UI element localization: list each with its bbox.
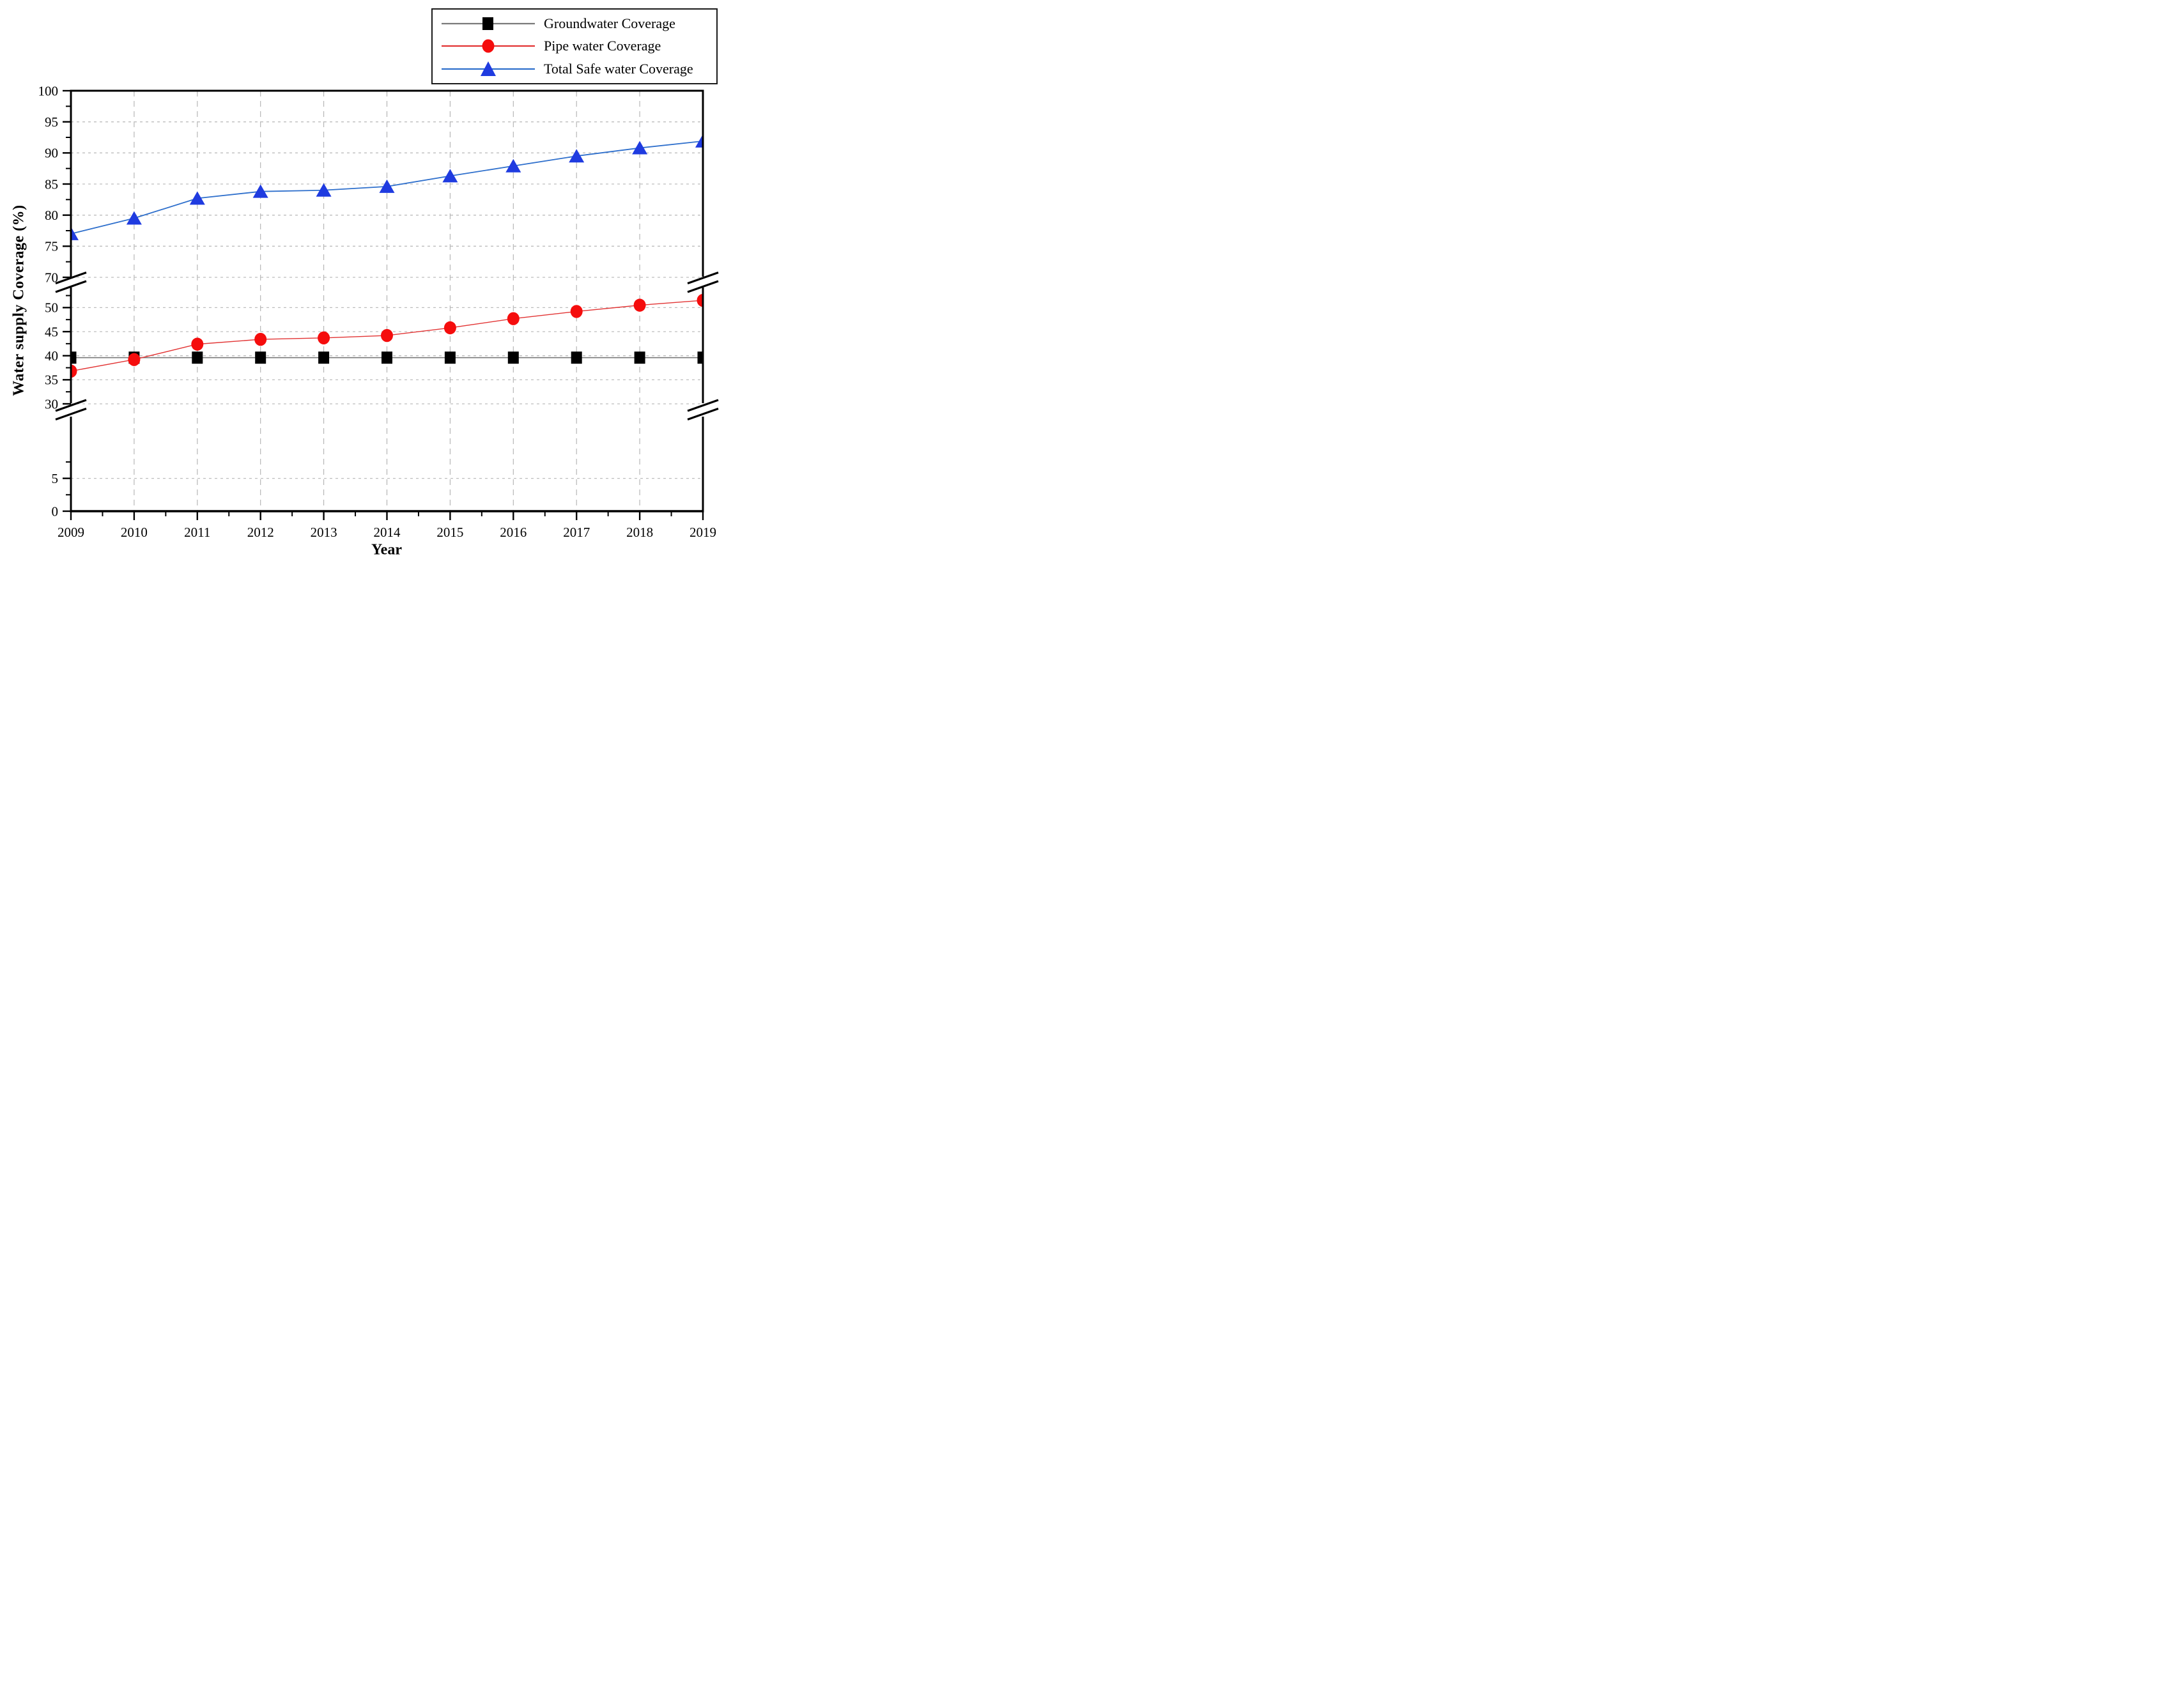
- triangle-legend-sample: [442, 61, 535, 77]
- chart-figure: 70 75 80 85 90 95 100 30 35 40 45 50 0 5 2009 2010 2011 2…: [0, 0, 721, 571]
- legend-item: Total Safe water Coverage: [440, 58, 716, 80]
- x-axis-title: Year: [371, 541, 402, 558]
- y-tick-label: 95: [45, 114, 58, 130]
- square-marker: [571, 351, 582, 364]
- circle-icon: [482, 39, 495, 53]
- legend-item: Pipe water Coverage: [440, 35, 716, 57]
- y-tick-label: 100: [38, 83, 59, 98]
- square-marker: [255, 351, 266, 364]
- square-icon: [482, 17, 493, 30]
- x-tick-label: 2014: [374, 525, 401, 540]
- circle-marker: [381, 328, 393, 342]
- axis-break-icon: [55, 407, 87, 421]
- legend-label: Pipe water Coverage: [544, 38, 661, 54]
- square-marker: [192, 351, 203, 364]
- circle-marker: [254, 332, 267, 346]
- circle-marker: [507, 312, 520, 325]
- y-tick-label: 0: [52, 504, 59, 519]
- triangle-marker: [695, 134, 703, 148]
- triangle-marker: [126, 211, 142, 225]
- x-tick-label: 2015: [436, 525, 463, 540]
- square-marker: [507, 351, 519, 364]
- circle-legend-sample: [442, 39, 535, 53]
- circle-marker: [697, 293, 703, 307]
- y-tick-label: 80: [45, 208, 58, 223]
- circle-marker: [71, 364, 77, 378]
- axis-break-icon: [687, 399, 719, 412]
- square-marker: [634, 351, 645, 364]
- triangle-marker: [316, 183, 332, 197]
- square-legend-sample: [442, 17, 535, 30]
- triangle-marker: [252, 184, 268, 198]
- circle-marker: [128, 353, 141, 366]
- x-tick-label: 2019: [690, 525, 716, 540]
- y-tick-label: 40: [45, 348, 58, 364]
- y-tick-label: 75: [45, 239, 58, 254]
- x-tick-label: 2013: [311, 525, 337, 540]
- triangle-marker: [379, 179, 395, 193]
- y-tick-label: 5: [52, 471, 59, 486]
- legend-item: Groundwater Coverage: [440, 13, 716, 35]
- legend-box: Groundwater Coverage Pipe water Coverage T…: [431, 8, 718, 84]
- y-axis-title: Water supply Coverage (%): [10, 204, 27, 396]
- series-group: [71, 134, 703, 378]
- y-tick-label: 30: [45, 396, 58, 412]
- y-tick-label: 50: [45, 300, 58, 316]
- square-marker: [697, 351, 703, 364]
- square-marker: [382, 351, 392, 364]
- x-tick-label: 2011: [184, 525, 210, 540]
- y-tick-label: 85: [45, 176, 58, 192]
- legend-label: Total Safe water Coverage: [544, 61, 693, 77]
- x-tick-label: 2017: [563, 525, 590, 540]
- square-marker: [444, 351, 456, 364]
- triangle-marker: [569, 149, 585, 163]
- x-tick-label: 2018: [626, 525, 653, 540]
- circle-marker: [443, 321, 456, 335]
- triangle-icon: [481, 61, 496, 77]
- triangle-marker: [505, 158, 521, 173]
- triangle-marker: [632, 141, 648, 155]
- axis-break-icon: [687, 271, 719, 285]
- triangle-marker: [442, 169, 458, 183]
- triangle-marker: [189, 191, 205, 205]
- x-tick-label: 2012: [247, 525, 274, 540]
- circle-marker: [570, 305, 583, 318]
- x-tick-label: 2016: [500, 525, 527, 540]
- x-tick-label: 2010: [121, 525, 148, 540]
- circle-marker: [318, 331, 330, 345]
- axis-break-icon: [687, 280, 719, 293]
- line-chart-canvas: 70 75 80 85 90 95 100 30 35 40 45 50 0 5 2009 2010 2011 2…: [38, 83, 719, 540]
- square-marker: [318, 351, 330, 364]
- y-tick-label: 35: [45, 373, 58, 388]
- axis-break-icon: [687, 407, 719, 421]
- square-marker: [71, 351, 77, 364]
- y-tick-label: 90: [45, 146, 58, 161]
- circle-marker: [633, 298, 646, 312]
- legend-label: Groundwater Coverage: [544, 15, 675, 31]
- y-tick-label: 45: [45, 324, 58, 339]
- circle-marker: [191, 337, 204, 351]
- axis-break-icon: [55, 280, 87, 293]
- axis-break-icon: [55, 399, 87, 412]
- x-tick-label: 2009: [58, 525, 84, 540]
- triangle-marker: [71, 226, 79, 240]
- y-tick-label: 70: [45, 270, 58, 285]
